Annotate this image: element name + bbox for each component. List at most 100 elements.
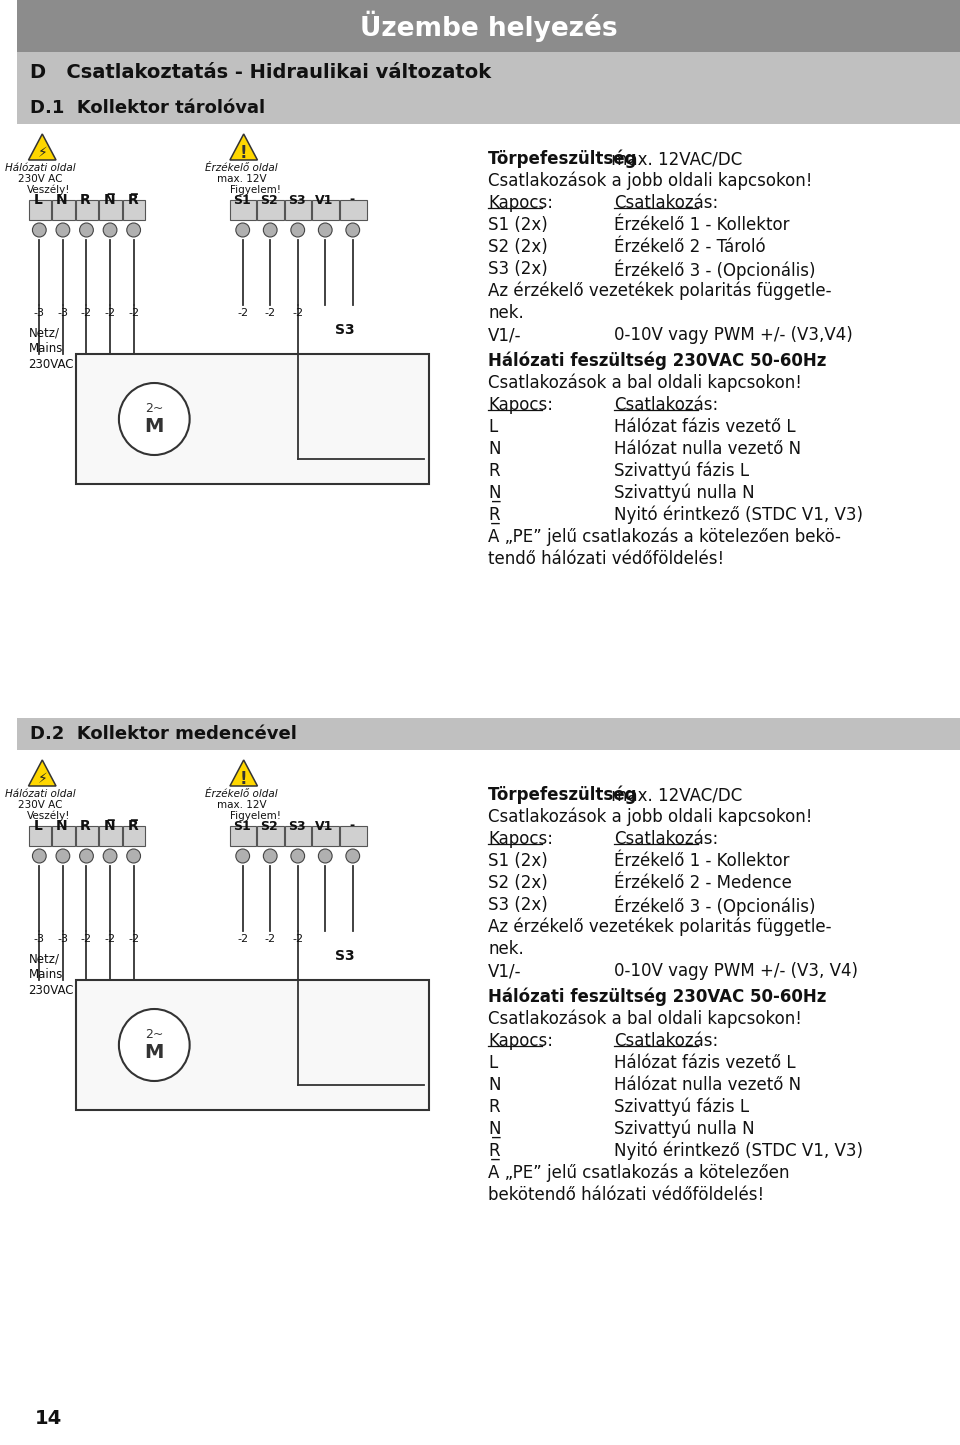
Text: -2: -2 <box>292 308 303 318</box>
Text: Törpefeszültség: Törpefeszültség <box>489 150 637 169</box>
Bar <box>52 199 75 220</box>
Bar <box>16 92 960 124</box>
Text: Érzékelő 3 - (Opcionális): Érzékelő 3 - (Opcionális) <box>614 260 816 280</box>
Text: N: N <box>489 439 501 458</box>
Bar <box>52 827 75 845</box>
Text: D.2  Kollektor medencével: D.2 Kollektor medencével <box>31 725 298 743</box>
Bar <box>230 199 256 220</box>
Text: S1 (2x): S1 (2x) <box>489 215 548 234</box>
Text: Szivattyú nulla N: Szivattyú nulla N <box>614 484 755 503</box>
Text: N: N <box>489 1077 501 1094</box>
Bar <box>16 52 960 92</box>
Text: N̅: N̅ <box>104 819 115 832</box>
Bar <box>312 827 339 845</box>
Text: Hálózat nulla vezető N: Hálózat nulla vezető N <box>614 439 802 458</box>
Circle shape <box>127 223 140 237</box>
Bar <box>99 827 122 845</box>
Bar <box>76 199 98 220</box>
Text: -2: -2 <box>237 308 249 318</box>
Text: -3: -3 <box>34 933 45 944</box>
Text: A „PE” jelű csatlakozás a kötelezően: A „PE” jelű csatlakozás a kötelezően <box>489 1165 790 1182</box>
Text: Érzékelő oldal: Érzékelő oldal <box>205 789 278 799</box>
Text: ⚡: ⚡ <box>37 146 47 160</box>
Bar <box>230 827 256 845</box>
Circle shape <box>103 850 117 863</box>
Text: Csatlakozás:: Csatlakozás: <box>614 194 718 212</box>
Text: R: R <box>80 194 91 207</box>
Text: Figyelem!: Figyelem! <box>230 811 281 821</box>
Text: R̅: R̅ <box>128 819 138 832</box>
Text: Hálózat fázis vezető L: Hálózat fázis vezető L <box>614 1053 796 1072</box>
Bar <box>29 827 51 845</box>
Text: S1: S1 <box>233 194 251 207</box>
Bar <box>123 199 145 220</box>
Text: N̲: N̲ <box>489 484 501 501</box>
Text: Netz/
Mains
230VAC: Netz/ Mains 230VAC <box>29 327 74 371</box>
Circle shape <box>80 850 93 863</box>
Text: -2: -2 <box>128 933 139 944</box>
Text: Kapocs:: Kapocs: <box>489 829 553 848</box>
Text: S3: S3 <box>335 324 354 337</box>
Text: Érzékelő 2 - Medence: Érzékelő 2 - Medence <box>614 874 792 892</box>
Text: Csatlakozás:: Csatlakozás: <box>614 829 718 848</box>
Bar <box>76 827 98 845</box>
Text: -2: -2 <box>265 933 276 944</box>
Bar <box>29 199 51 220</box>
Circle shape <box>263 223 277 237</box>
Text: nek.: nek. <box>489 941 524 958</box>
Text: R̲: R̲ <box>489 1142 500 1160</box>
Text: !: ! <box>240 144 248 162</box>
Text: -2: -2 <box>292 933 303 944</box>
Text: -3: -3 <box>34 308 45 318</box>
Text: S3 (2x): S3 (2x) <box>489 896 548 915</box>
Text: Csatlakozás:: Csatlakozás: <box>614 1032 718 1051</box>
Text: Érzékelő 2 - Tároló: Érzékelő 2 - Tároló <box>614 238 766 256</box>
Text: L: L <box>489 1053 497 1072</box>
Text: D   Csatlakoztatás - Hidraulikai változatok: D Csatlakoztatás - Hidraulikai változato… <box>31 62 492 81</box>
Text: N: N <box>56 194 68 207</box>
Bar <box>340 827 367 845</box>
Text: 14: 14 <box>35 1409 61 1428</box>
Circle shape <box>236 223 250 237</box>
Text: nek.: nek. <box>489 303 524 322</box>
Text: -: - <box>349 194 354 207</box>
Text: Hálózati feszültség 230VAC 50-60Hz: Hálózati feszültség 230VAC 50-60Hz <box>489 988 827 1007</box>
Text: Hálózati oldal: Hálózati oldal <box>5 789 76 799</box>
Text: Csatlakozás:: Csatlakozás: <box>614 396 718 415</box>
Text: -2: -2 <box>81 933 92 944</box>
Text: Üzembe helyezés: Üzembe helyezés <box>360 10 617 42</box>
Text: V1/-: V1/- <box>489 962 522 980</box>
Circle shape <box>119 1009 190 1081</box>
Text: V1: V1 <box>315 194 333 207</box>
Text: max. 12V: max. 12V <box>217 173 267 184</box>
Text: -2: -2 <box>81 308 92 318</box>
Polygon shape <box>230 760 257 786</box>
Bar <box>340 199 367 220</box>
Bar <box>123 827 145 845</box>
Text: Netz/
Mains
230VAC: Netz/ Mains 230VAC <box>29 952 74 997</box>
Text: Veszély!: Veszély! <box>27 811 70 821</box>
Text: M: M <box>145 1043 164 1062</box>
Text: S3: S3 <box>288 819 305 832</box>
Text: S2: S2 <box>260 819 278 832</box>
Text: S2 (2x): S2 (2x) <box>489 874 548 892</box>
Text: -2: -2 <box>105 933 115 944</box>
Bar <box>285 199 311 220</box>
Bar <box>76 980 429 1110</box>
Circle shape <box>103 223 117 237</box>
Text: Hálózati oldal: Hálózati oldal <box>5 163 76 173</box>
Text: 230V AC: 230V AC <box>18 801 62 811</box>
Text: bekötendő hálózati védőföldelés!: bekötendő hálózati védőföldelés! <box>489 1186 764 1204</box>
Circle shape <box>346 223 360 237</box>
Bar <box>99 199 122 220</box>
Text: tendő hálózati védőföldelés!: tendő hálózati védőföldelés! <box>489 551 725 568</box>
Text: Nyitó érintkező (STDC V1, V3): Nyitó érintkező (STDC V1, V3) <box>614 506 863 525</box>
Text: N̅: N̅ <box>104 194 115 207</box>
Text: Figyelem!: Figyelem! <box>230 185 281 195</box>
Bar <box>312 199 339 220</box>
Polygon shape <box>29 134 56 160</box>
Bar <box>76 354 429 484</box>
Circle shape <box>291 850 304 863</box>
Text: A „PE” jelű csatlakozás a kötelezően bekö-: A „PE” jelű csatlakozás a kötelezően bek… <box>489 527 841 546</box>
Text: max. 12V: max. 12V <box>217 801 267 811</box>
